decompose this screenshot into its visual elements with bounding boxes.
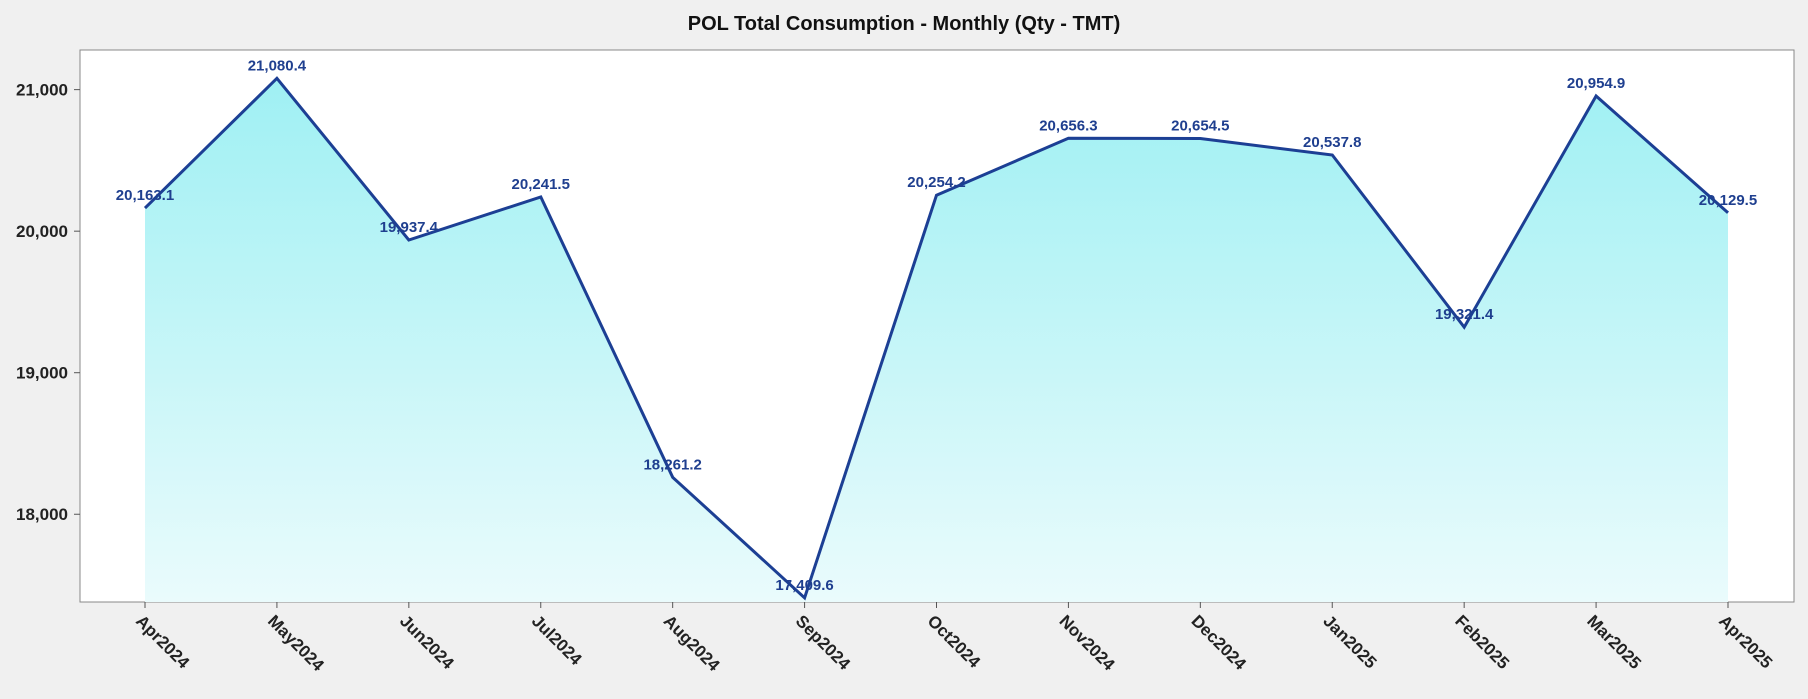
y-tick-label: 18,000	[16, 505, 68, 524]
x-tick-label: Jun2024	[396, 611, 458, 673]
data-label: 20,129.5	[1699, 192, 1757, 209]
data-label: 20,254.2	[907, 174, 965, 191]
y-tick-label: 19,000	[16, 364, 68, 383]
data-label: 20,656.3	[1039, 117, 1097, 134]
y-axis: 18,000 19,000 20,000 21,000	[16, 81, 80, 524]
x-tick-label: May2024	[264, 611, 328, 675]
x-tick-label: Nov2024	[1056, 611, 1119, 674]
x-tick-label: Oct2024	[924, 611, 985, 672]
data-label: 20,163.1	[116, 187, 174, 204]
data-label: 18,261.2	[643, 456, 701, 473]
series-line	[143, 76, 1729, 601]
data-label: 20,654.5	[1171, 118, 1229, 135]
data-label: 21,080.4	[248, 57, 307, 74]
chart-title: POL Total Consumption - Monthly (Qty - T…	[688, 13, 1121, 35]
x-tick-label: Apr2025	[1715, 611, 1776, 672]
x-tick-label: Aug2024	[660, 611, 724, 675]
data-label: 20,537.8	[1303, 134, 1361, 151]
x-tick-label: Jul2024	[528, 611, 586, 669]
x-tick-label: Dec2024	[1188, 611, 1251, 674]
data-label: 20,954.9	[1567, 75, 1625, 92]
x-tick-label: Apr2024	[132, 611, 193, 672]
area-layer	[143, 76, 1729, 603]
area-fill	[145, 78, 1728, 603]
x-axis: Apr2024 May2024 Jun2024 Jul2024 Aug2024 Sep20…	[132, 602, 1776, 675]
data-label: 19,937.4	[380, 219, 439, 236]
x-tick-label: Mar2025	[1583, 611, 1645, 673]
y-tick-label: 21,000	[16, 81, 68, 100]
data-label: 20,241.5	[512, 176, 570, 193]
data-labels: 20,163.1 21,080.4 19,937.4 20,241.5 18,261.2…	[116, 57, 1757, 594]
x-tick-label: Sep2024	[792, 611, 855, 674]
y-tick-label: 20,000	[16, 222, 68, 241]
x-tick-label: Feb2025	[1451, 611, 1513, 673]
data-label: 19,321.4	[1435, 306, 1494, 323]
data-label: 17,409.6	[775, 577, 833, 594]
x-tick-label: Jan2025	[1319, 611, 1380, 672]
